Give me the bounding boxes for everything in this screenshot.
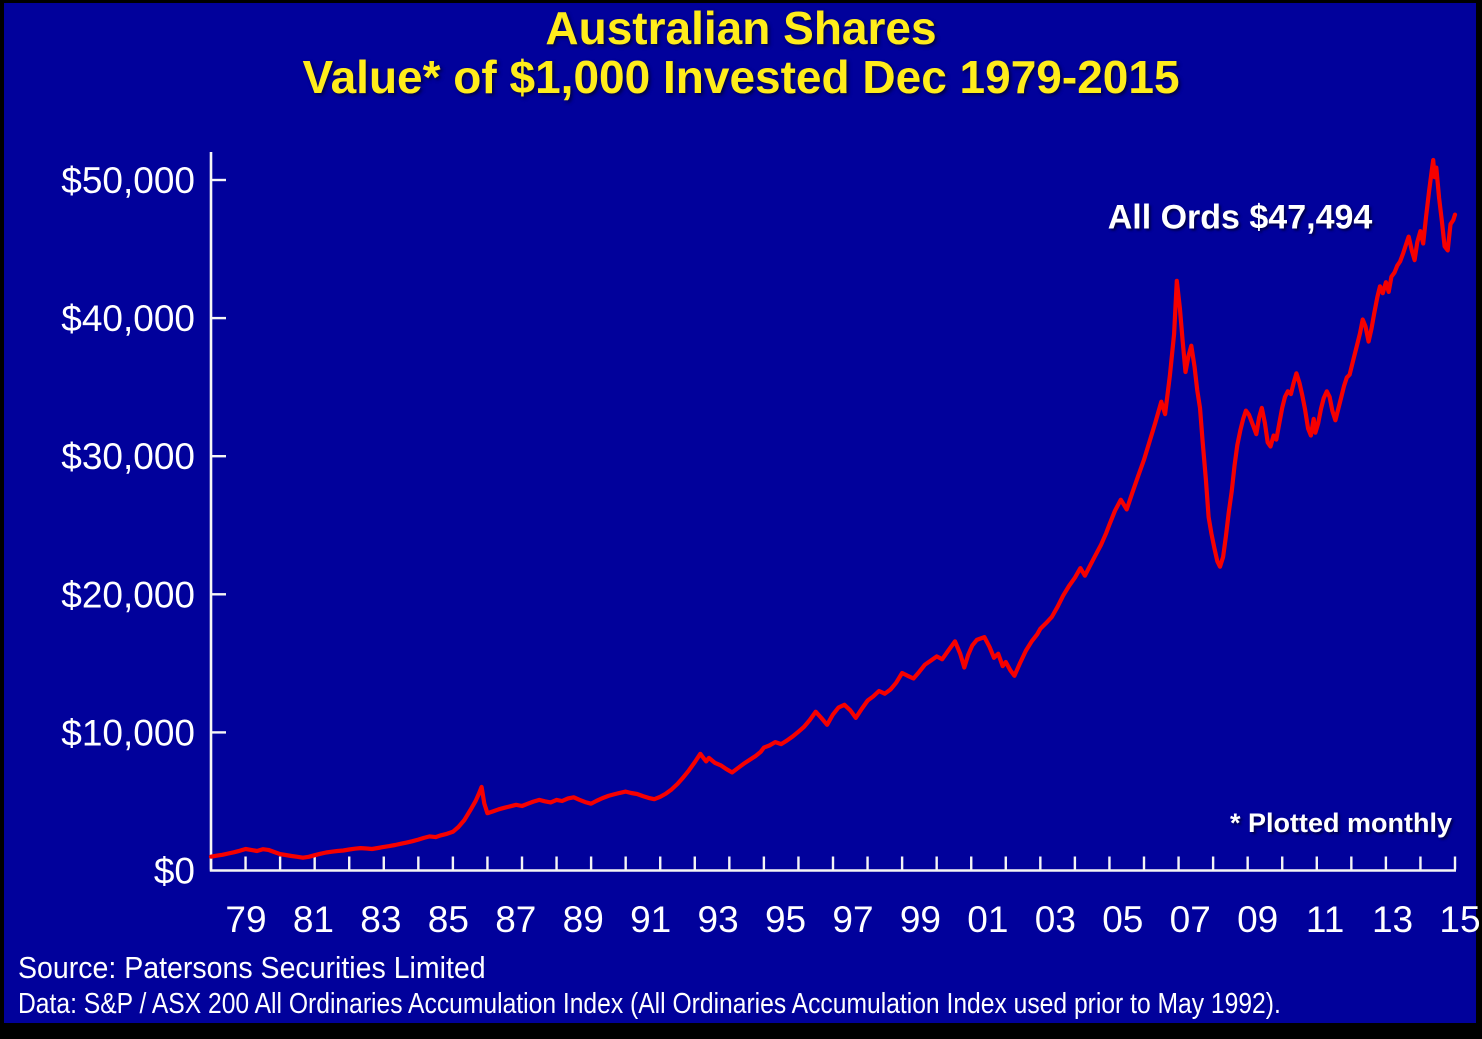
y-axis-label: $20,000	[61, 574, 195, 615]
x-axis-label: 93	[698, 899, 739, 940]
source-line: Source: Patersons Securities Limited	[18, 950, 486, 985]
x-axis-label: 83	[360, 899, 401, 940]
plotted-monthly-note: * Plotted monthly	[1230, 808, 1452, 838]
x-axis-label: 85	[428, 899, 469, 940]
chart-title-line1: Australian Shares	[545, 2, 937, 54]
x-axis-label: 09	[1237, 899, 1278, 940]
y-axis-label: $50,000	[61, 160, 195, 201]
y-axis-label: $0	[154, 851, 195, 892]
chart-title: Australian Shares Value* of $1,000 Inves…	[0, 4, 1482, 102]
x-axis-label: 03	[1035, 899, 1076, 940]
x-axis-label: 81	[293, 899, 334, 940]
x-axis-label: 11	[1306, 899, 1344, 940]
x-axis-label: 13	[1372, 899, 1413, 940]
x-axis-label: 05	[1102, 899, 1143, 940]
x-axis-label: 91	[630, 899, 671, 940]
chart-title-line2: Value* of $1,000 Invested Dec 1979-2015	[302, 51, 1180, 103]
x-axis-label: 07	[1170, 899, 1211, 940]
x-axis-label: 99	[900, 899, 941, 940]
series-value-label: All Ords $47,494	[1107, 198, 1373, 237]
y-axis-label: $30,000	[61, 436, 195, 477]
series-line-all-ords	[208, 157, 1458, 860]
x-axis-label: 97	[832, 899, 873, 940]
x-axis-label: 79	[225, 899, 266, 940]
x-axis-label: 87	[495, 899, 536, 940]
x-axis-label: 89	[563, 899, 604, 940]
y-axis-label: $10,000	[61, 712, 195, 753]
data-note-line: Data: S&P / ASX 200 All Ordinaries Accum…	[18, 988, 1281, 1020]
x-axis-label: 01	[967, 899, 1008, 940]
x-axis-label: 15	[1439, 899, 1480, 940]
x-axis-label: 95	[765, 899, 806, 940]
y-axis-label: $40,000	[61, 298, 195, 339]
